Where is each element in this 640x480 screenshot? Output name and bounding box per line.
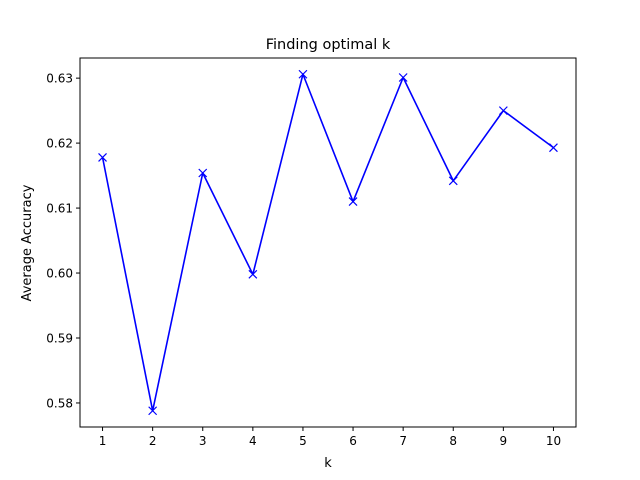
x-tick-label: 4: [249, 434, 257, 448]
x-tick-label: 10: [546, 434, 561, 448]
x-tick-label: 9: [500, 434, 508, 448]
data-point-marker: [98, 152, 107, 162]
x-tick-label: 5: [299, 434, 307, 448]
data-point-marker: [448, 176, 458, 186]
y-tick-label: 0.58: [46, 396, 73, 410]
x-axis-label: k: [324, 456, 332, 471]
x-tick-label: 6: [349, 434, 357, 448]
y-tick-label: 0.63: [46, 72, 73, 86]
data-point-marker: [498, 106, 508, 116]
x-tick-label: 1: [99, 434, 107, 448]
data-point-marker: [198, 168, 208, 178]
data-point-marker: [348, 197, 358, 206]
x-tick-label: 3: [199, 434, 207, 448]
data-point-marker: [549, 143, 558, 153]
y-axis-label: Average Accuracy: [20, 184, 35, 301]
y-tick-label: 0.61: [46, 202, 73, 216]
axes-frame: [79, 57, 577, 428]
data-point-marker: [298, 69, 308, 79]
x-tick-label: 7: [399, 434, 407, 448]
y-tick-label: 0.59: [46, 331, 73, 345]
x-tick-label: 2: [149, 434, 157, 448]
plot-area: 1 2 3 4 5 6 7 8 9 10 0.58 0.59 0.60 0.61 0.62 0.63: [46, 57, 577, 448]
data-point-marker: [398, 73, 408, 82]
data-point-marker: [148, 406, 158, 416]
y-tick-label: 0.60: [46, 267, 73, 281]
data-point-marker: [248, 269, 258, 279]
chart-title: Finding optimal k: [266, 37, 391, 53]
y-tick-label: 0.62: [46, 137, 73, 151]
series-line: [101, 73, 554, 412]
x-tick-label: 8: [449, 434, 457, 448]
